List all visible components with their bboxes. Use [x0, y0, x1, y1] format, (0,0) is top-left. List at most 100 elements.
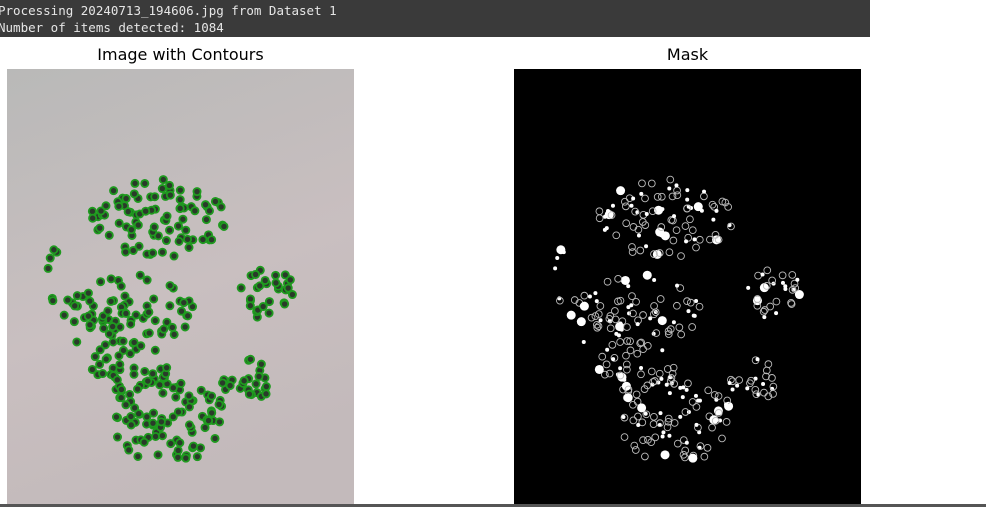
- item-ring: [570, 296, 579, 304]
- item-ring: [666, 325, 675, 333]
- item-ring: [692, 237, 697, 242]
- item-ring: [655, 227, 665, 237]
- item-ring: [131, 310, 141, 320]
- item-ring: [622, 360, 631, 369]
- item-ring: [673, 191, 682, 200]
- item-ring: [692, 243, 700, 252]
- item-ring: [708, 200, 717, 209]
- item-ring: [713, 406, 723, 416]
- item-ring: [730, 387, 735, 392]
- item-ring: [724, 203, 733, 211]
- item-ring: [684, 379, 692, 388]
- item-ring: [641, 194, 649, 203]
- item-ring: [616, 186, 626, 196]
- item-ring: [623, 393, 633, 403]
- item-ring: [727, 222, 735, 231]
- item-ring: [184, 402, 194, 412]
- item-ring: [264, 308, 274, 318]
- item-ring: [601, 370, 609, 379]
- item-ring: [106, 274, 116, 284]
- item-ring: [746, 285, 751, 290]
- item-ring: [566, 310, 576, 320]
- item-ring: [87, 364, 97, 374]
- item-ring: [108, 337, 118, 347]
- item-ring: [576, 317, 586, 327]
- item-ring: [116, 281, 126, 291]
- item-ring: [688, 323, 696, 331]
- item-ring: [769, 382, 778, 391]
- item-ring: [126, 319, 136, 329]
- item-ring: [175, 185, 185, 195]
- item-ring: [114, 218, 124, 228]
- item-ring: [631, 196, 636, 201]
- item-ring: [251, 379, 261, 389]
- item-ring: [616, 371, 625, 380]
- item-ring: [652, 329, 661, 337]
- item-ring: [637, 403, 647, 413]
- item-ring: [148, 248, 158, 258]
- item-ring: [706, 235, 714, 244]
- item-ring: [179, 298, 189, 308]
- item-ring: [647, 438, 656, 447]
- item-ring: [791, 284, 800, 292]
- item-ring: [121, 247, 131, 257]
- item-ring: [596, 302, 605, 310]
- item-ring: [696, 398, 701, 403]
- item-ring: [605, 347, 610, 352]
- item-ring: [622, 219, 631, 228]
- item-ring: [169, 329, 179, 339]
- item-ring: [181, 225, 191, 235]
- item-ring: [157, 184, 167, 194]
- item-ring: [618, 366, 623, 371]
- item-ring: [664, 330, 673, 338]
- item-ring: [260, 275, 270, 285]
- item-ring: [633, 349, 642, 358]
- item-ring: [85, 320, 95, 330]
- item-ring: [88, 213, 98, 223]
- item-ring: [735, 376, 743, 384]
- item-ring: [657, 192, 666, 201]
- item-ring: [141, 206, 151, 216]
- item-ring: [759, 307, 768, 316]
- item-ring: [629, 303, 634, 308]
- item-ring: [647, 367, 656, 376]
- item-ring: [180, 322, 190, 332]
- item-ring: [753, 301, 762, 310]
- item-ring: [628, 292, 636, 300]
- item-ring: [553, 266, 558, 271]
- item-ring: [201, 200, 211, 210]
- item-ring: [714, 409, 723, 417]
- item-ring: [693, 393, 698, 398]
- item-ring: [245, 301, 255, 311]
- item-ring: [673, 301, 681, 310]
- item-ring: [636, 233, 641, 238]
- item-ring: [735, 383, 740, 388]
- item-ring: [157, 247, 167, 257]
- item-ring: [650, 310, 658, 319]
- item-ring: [164, 180, 174, 190]
- item-ring: [103, 306, 113, 316]
- item-ring: [264, 297, 274, 307]
- item-ring: [285, 275, 295, 285]
- item-ring: [204, 416, 214, 426]
- item-ring: [125, 389, 135, 399]
- console-output: Processing 20240713_194606.jpg from Data…: [0, 0, 870, 37]
- item-ring: [135, 270, 145, 280]
- item-ring: [593, 320, 601, 329]
- item-ring: [681, 385, 686, 390]
- item-ring: [620, 433, 629, 441]
- item-ring: [695, 302, 704, 311]
- item-ring: [659, 376, 664, 381]
- item-ring: [681, 408, 690, 416]
- item-ring: [668, 375, 673, 380]
- item-ring: [664, 414, 673, 423]
- item-ring: [214, 399, 224, 409]
- item-ring: [683, 204, 692, 213]
- item-ring: [126, 420, 136, 430]
- item-ring: [48, 296, 58, 306]
- item-ring: [668, 369, 677, 378]
- item-ring: [261, 382, 271, 392]
- item-ring: [722, 418, 731, 426]
- item-ring: [175, 195, 185, 205]
- item-ring: [621, 414, 626, 419]
